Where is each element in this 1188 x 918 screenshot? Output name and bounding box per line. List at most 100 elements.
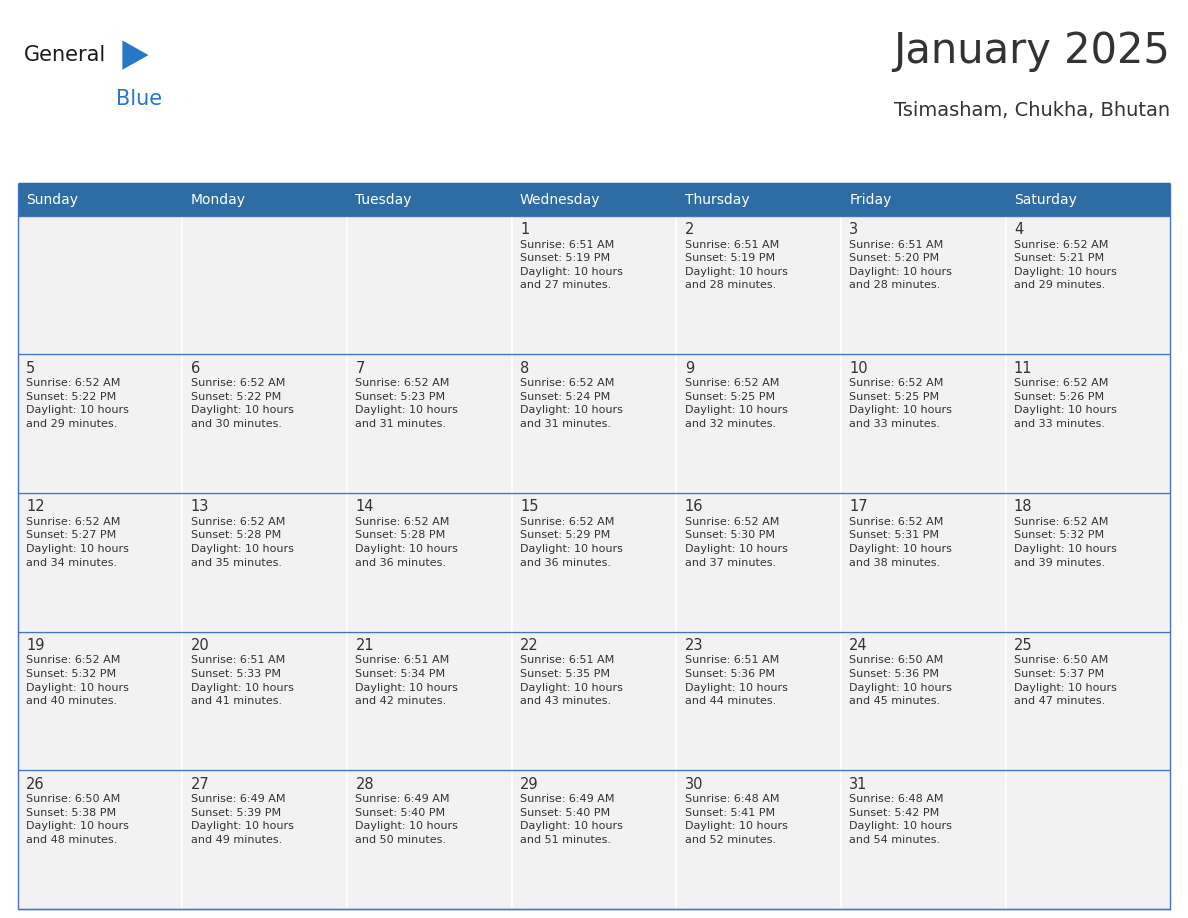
Bar bbox=[183, 184, 347, 216]
Text: Friday: Friday bbox=[849, 193, 892, 207]
Text: 29: 29 bbox=[520, 777, 538, 791]
Text: Sunrise: 6:52 AM
Sunset: 5:21 PM
Daylight: 10 hours
and 29 minutes.: Sunrise: 6:52 AM Sunset: 5:21 PM Dayligh… bbox=[1013, 240, 1117, 290]
Bar bbox=[1005, 770, 1170, 909]
Text: Monday: Monday bbox=[191, 193, 246, 207]
Polygon shape bbox=[122, 40, 148, 70]
Bar bbox=[18, 493, 183, 632]
Text: 30: 30 bbox=[684, 777, 703, 791]
Text: General: General bbox=[24, 45, 106, 65]
Text: Sunrise: 6:50 AM
Sunset: 5:36 PM
Daylight: 10 hours
and 45 minutes.: Sunrise: 6:50 AM Sunset: 5:36 PM Dayligh… bbox=[849, 655, 952, 706]
Text: Saturday: Saturday bbox=[1013, 193, 1076, 207]
Bar bbox=[512, 216, 676, 354]
Text: Wednesday: Wednesday bbox=[520, 193, 600, 207]
Bar bbox=[676, 493, 841, 632]
Bar bbox=[841, 770, 1005, 909]
Text: 21: 21 bbox=[355, 638, 374, 653]
Bar bbox=[676, 184, 841, 216]
Bar bbox=[841, 184, 1005, 216]
Text: Sunrise: 6:52 AM
Sunset: 5:25 PM
Daylight: 10 hours
and 33 minutes.: Sunrise: 6:52 AM Sunset: 5:25 PM Dayligh… bbox=[849, 378, 952, 429]
Text: Sunrise: 6:52 AM
Sunset: 5:32 PM
Daylight: 10 hours
and 40 minutes.: Sunrise: 6:52 AM Sunset: 5:32 PM Dayligh… bbox=[26, 655, 129, 706]
Text: Sunrise: 6:51 AM
Sunset: 5:19 PM
Daylight: 10 hours
and 28 minutes.: Sunrise: 6:51 AM Sunset: 5:19 PM Dayligh… bbox=[684, 240, 788, 290]
Text: 28: 28 bbox=[355, 777, 374, 791]
Text: Sunrise: 6:52 AM
Sunset: 5:28 PM
Daylight: 10 hours
and 35 minutes.: Sunrise: 6:52 AM Sunset: 5:28 PM Dayligh… bbox=[191, 517, 293, 567]
Text: 23: 23 bbox=[684, 638, 703, 653]
Text: 15: 15 bbox=[520, 499, 538, 514]
Text: Thursday: Thursday bbox=[684, 193, 750, 207]
Text: Sunrise: 6:50 AM
Sunset: 5:38 PM
Daylight: 10 hours
and 48 minutes.: Sunrise: 6:50 AM Sunset: 5:38 PM Dayligh… bbox=[26, 794, 129, 845]
Text: Sunrise: 6:49 AM
Sunset: 5:40 PM
Daylight: 10 hours
and 51 minutes.: Sunrise: 6:49 AM Sunset: 5:40 PM Dayligh… bbox=[520, 794, 623, 845]
Text: Sunrise: 6:51 AM
Sunset: 5:36 PM
Daylight: 10 hours
and 44 minutes.: Sunrise: 6:51 AM Sunset: 5:36 PM Dayligh… bbox=[684, 655, 788, 706]
Text: 27: 27 bbox=[191, 777, 209, 791]
Bar bbox=[676, 770, 841, 909]
Bar bbox=[1005, 354, 1170, 493]
Text: 20: 20 bbox=[191, 638, 209, 653]
Text: Sunrise: 6:50 AM
Sunset: 5:37 PM
Daylight: 10 hours
and 47 minutes.: Sunrise: 6:50 AM Sunset: 5:37 PM Dayligh… bbox=[1013, 655, 1117, 706]
Text: Sunrise: 6:51 AM
Sunset: 5:35 PM
Daylight: 10 hours
and 43 minutes.: Sunrise: 6:51 AM Sunset: 5:35 PM Dayligh… bbox=[520, 655, 623, 706]
Text: 9: 9 bbox=[684, 361, 694, 375]
Bar bbox=[841, 354, 1005, 493]
Text: 13: 13 bbox=[191, 499, 209, 514]
Text: 10: 10 bbox=[849, 361, 868, 375]
Text: 6: 6 bbox=[191, 361, 200, 375]
Bar bbox=[841, 632, 1005, 770]
Text: 22: 22 bbox=[520, 638, 538, 653]
Text: Sunday: Sunday bbox=[26, 193, 78, 207]
Text: Sunrise: 6:52 AM
Sunset: 5:30 PM
Daylight: 10 hours
and 37 minutes.: Sunrise: 6:52 AM Sunset: 5:30 PM Dayligh… bbox=[684, 517, 788, 567]
Bar bbox=[512, 770, 676, 909]
Bar bbox=[512, 632, 676, 770]
Bar bbox=[1005, 216, 1170, 354]
Bar bbox=[512, 493, 676, 632]
Bar bbox=[512, 184, 676, 216]
Text: 3: 3 bbox=[849, 222, 859, 237]
Text: 25: 25 bbox=[1013, 638, 1032, 653]
Text: 19: 19 bbox=[26, 638, 45, 653]
Text: Sunrise: 6:49 AM
Sunset: 5:40 PM
Daylight: 10 hours
and 50 minutes.: Sunrise: 6:49 AM Sunset: 5:40 PM Dayligh… bbox=[355, 794, 459, 845]
Text: 26: 26 bbox=[26, 777, 45, 791]
Text: 17: 17 bbox=[849, 499, 868, 514]
Text: Sunrise: 6:52 AM
Sunset: 5:28 PM
Daylight: 10 hours
and 36 minutes.: Sunrise: 6:52 AM Sunset: 5:28 PM Dayligh… bbox=[355, 517, 459, 567]
Text: 18: 18 bbox=[1013, 499, 1032, 514]
Text: Sunrise: 6:51 AM
Sunset: 5:19 PM
Daylight: 10 hours
and 27 minutes.: Sunrise: 6:51 AM Sunset: 5:19 PM Dayligh… bbox=[520, 240, 623, 290]
Bar bbox=[183, 632, 347, 770]
Bar bbox=[1005, 493, 1170, 632]
Bar bbox=[347, 770, 512, 909]
Text: Sunrise: 6:51 AM
Sunset: 5:34 PM
Daylight: 10 hours
and 42 minutes.: Sunrise: 6:51 AM Sunset: 5:34 PM Dayligh… bbox=[355, 655, 459, 706]
Text: Sunrise: 6:51 AM
Sunset: 5:20 PM
Daylight: 10 hours
and 28 minutes.: Sunrise: 6:51 AM Sunset: 5:20 PM Dayligh… bbox=[849, 240, 952, 290]
Bar bbox=[841, 216, 1005, 354]
Text: Sunrise: 6:52 AM
Sunset: 5:26 PM
Daylight: 10 hours
and 33 minutes.: Sunrise: 6:52 AM Sunset: 5:26 PM Dayligh… bbox=[1013, 378, 1117, 429]
Text: Sunrise: 6:51 AM
Sunset: 5:33 PM
Daylight: 10 hours
and 41 minutes.: Sunrise: 6:51 AM Sunset: 5:33 PM Dayligh… bbox=[191, 655, 293, 706]
Bar bbox=[347, 184, 512, 216]
Bar bbox=[18, 632, 183, 770]
Text: 4: 4 bbox=[1013, 222, 1023, 237]
Bar bbox=[183, 770, 347, 909]
Text: Sunrise: 6:49 AM
Sunset: 5:39 PM
Daylight: 10 hours
and 49 minutes.: Sunrise: 6:49 AM Sunset: 5:39 PM Dayligh… bbox=[191, 794, 293, 845]
Bar bbox=[183, 493, 347, 632]
Bar bbox=[1005, 632, 1170, 770]
Text: 2: 2 bbox=[684, 222, 694, 237]
Text: Sunrise: 6:52 AM
Sunset: 5:25 PM
Daylight: 10 hours
and 32 minutes.: Sunrise: 6:52 AM Sunset: 5:25 PM Dayligh… bbox=[684, 378, 788, 429]
Bar bbox=[676, 354, 841, 493]
Bar bbox=[347, 493, 512, 632]
Bar bbox=[18, 216, 183, 354]
Text: Sunrise: 6:52 AM
Sunset: 5:27 PM
Daylight: 10 hours
and 34 minutes.: Sunrise: 6:52 AM Sunset: 5:27 PM Dayligh… bbox=[26, 517, 129, 567]
Bar bbox=[841, 493, 1005, 632]
Text: Sunrise: 6:52 AM
Sunset: 5:31 PM
Daylight: 10 hours
and 38 minutes.: Sunrise: 6:52 AM Sunset: 5:31 PM Dayligh… bbox=[849, 517, 952, 567]
Text: 7: 7 bbox=[355, 361, 365, 375]
Text: 5: 5 bbox=[26, 361, 36, 375]
Bar bbox=[347, 216, 512, 354]
Text: 8: 8 bbox=[520, 361, 530, 375]
Text: 11: 11 bbox=[1013, 361, 1032, 375]
Bar bbox=[676, 632, 841, 770]
Text: 1: 1 bbox=[520, 222, 530, 237]
Bar bbox=[183, 354, 347, 493]
Bar bbox=[347, 632, 512, 770]
Text: 31: 31 bbox=[849, 777, 867, 791]
Bar bbox=[1005, 184, 1170, 216]
Text: Sunrise: 6:52 AM
Sunset: 5:23 PM
Daylight: 10 hours
and 31 minutes.: Sunrise: 6:52 AM Sunset: 5:23 PM Dayligh… bbox=[355, 378, 459, 429]
Bar bbox=[347, 354, 512, 493]
Text: Sunrise: 6:52 AM
Sunset: 5:22 PM
Daylight: 10 hours
and 29 minutes.: Sunrise: 6:52 AM Sunset: 5:22 PM Dayligh… bbox=[26, 378, 129, 429]
Text: Sunrise: 6:48 AM
Sunset: 5:42 PM
Daylight: 10 hours
and 54 minutes.: Sunrise: 6:48 AM Sunset: 5:42 PM Dayligh… bbox=[849, 794, 952, 845]
Text: 12: 12 bbox=[26, 499, 45, 514]
Text: Tuesday: Tuesday bbox=[355, 193, 412, 207]
Bar bbox=[18, 354, 183, 493]
